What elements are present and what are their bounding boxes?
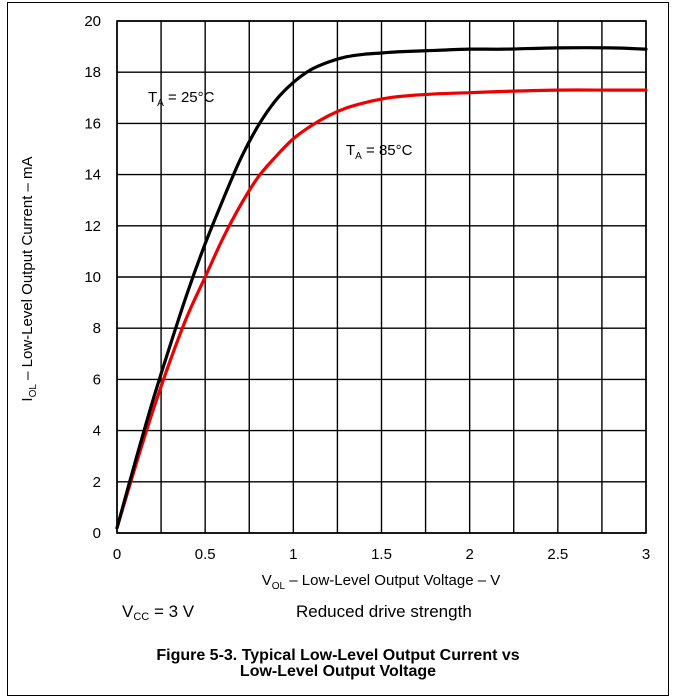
series-label-25c: TA = 25°C — [148, 89, 215, 109]
x-tick-label: 2.5 — [547, 546, 568, 563]
y-tick-label: 12 — [84, 218, 101, 235]
x-tick-label: 2 — [465, 546, 473, 563]
figure-frame — [7, 2, 669, 696]
y-tick-label: 6 — [93, 371, 101, 388]
y-tick-label: 20 — [84, 13, 101, 30]
series-line-25c — [115, 46, 648, 530]
y-tick-label: 0 — [93, 525, 101, 542]
series-line-85c — [115, 88, 648, 530]
y-tick-label: 16 — [84, 115, 101, 132]
y-tick-label: 14 — [84, 167, 101, 184]
x-tick-label: 0.5 — [195, 546, 216, 563]
x-tick-label: 1 — [289, 546, 297, 563]
grid — [116, 20, 647, 534]
chart: 0 0.5 1 1.5 2 2.5 3 0 2 4 6 8 10 12 14 16 18 20 TA = 25°C… — [19, 13, 650, 592]
drive-strength-note: Reduced drive strength — [296, 602, 472, 621]
x-tick-label: 0 — [113, 546, 121, 563]
x-axis-label: VOL – Low-Level Output Voltage – V — [262, 572, 501, 592]
vcc-condition: VCC = 3 V — [122, 602, 195, 623]
x-tick-label: 3 — [642, 546, 650, 563]
y-tick-label: 2 — [93, 474, 101, 491]
series-layer — [115, 46, 648, 530]
y-tick-label: 10 — [84, 269, 101, 286]
y-axis-label: IOL – Low-Level Output Current – mA — [19, 156, 39, 401]
figure-caption-line2: Low-Level Output Voltage — [239, 663, 437, 680]
plot-area-border — [116, 20, 647, 534]
series-label-85c: TA = 85°C — [346, 142, 413, 162]
y-tick-label: 8 — [93, 320, 101, 337]
y-tick-label: 4 — [93, 423, 101, 440]
tick-labels: 0 0.5 1 1.5 2 2.5 3 0 2 4 6 8 10 12 14 16 18 20 — [84, 13, 650, 563]
y-tick-label: 18 — [84, 64, 101, 81]
x-tick-label: 1.5 — [371, 546, 392, 563]
figure-caption-line1: Figure 5-3. Typical Low-Level Output Cur… — [156, 647, 520, 664]
